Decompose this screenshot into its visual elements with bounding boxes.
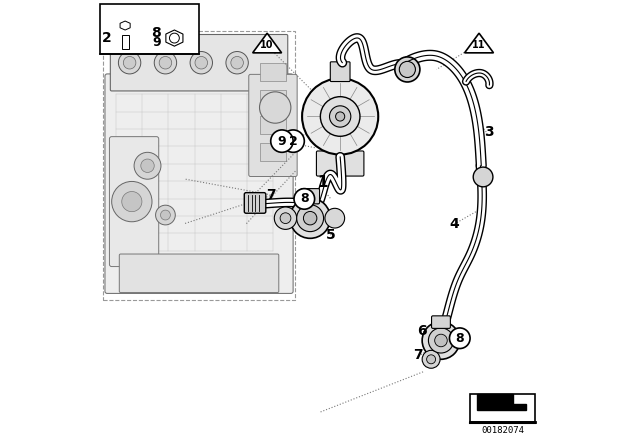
Text: 8: 8 xyxy=(300,192,308,206)
Polygon shape xyxy=(253,33,282,53)
Circle shape xyxy=(161,210,170,220)
Text: 4: 4 xyxy=(449,217,460,231)
Text: 9: 9 xyxy=(278,134,286,148)
Circle shape xyxy=(195,56,207,69)
Bar xyxy=(122,35,129,49)
Circle shape xyxy=(134,152,161,179)
Bar xyxy=(260,143,287,161)
Circle shape xyxy=(302,78,378,155)
Circle shape xyxy=(154,52,177,74)
Bar xyxy=(470,394,535,422)
Circle shape xyxy=(118,52,141,74)
Text: 5: 5 xyxy=(326,228,336,242)
Polygon shape xyxy=(166,30,183,46)
FancyBboxPatch shape xyxy=(431,316,451,328)
Text: 11: 11 xyxy=(472,40,486,50)
Circle shape xyxy=(159,56,172,69)
Polygon shape xyxy=(465,33,493,53)
Circle shape xyxy=(231,56,243,69)
Text: 10: 10 xyxy=(260,40,274,50)
Circle shape xyxy=(280,213,291,224)
Text: 9: 9 xyxy=(152,35,161,49)
Circle shape xyxy=(124,56,136,69)
Text: 2: 2 xyxy=(289,134,298,148)
Circle shape xyxy=(435,334,447,347)
Circle shape xyxy=(321,97,360,136)
Text: 8: 8 xyxy=(456,332,464,345)
FancyBboxPatch shape xyxy=(105,74,293,293)
FancyBboxPatch shape xyxy=(109,137,159,267)
Circle shape xyxy=(226,52,248,74)
Bar xyxy=(260,90,287,108)
Circle shape xyxy=(325,208,344,228)
Text: 7: 7 xyxy=(413,348,422,362)
Circle shape xyxy=(297,205,324,232)
Circle shape xyxy=(428,328,454,353)
Circle shape xyxy=(399,61,415,78)
Circle shape xyxy=(190,52,212,74)
Circle shape xyxy=(395,57,420,82)
Polygon shape xyxy=(120,21,130,30)
Text: 7: 7 xyxy=(266,188,276,202)
Circle shape xyxy=(294,189,315,209)
Circle shape xyxy=(449,328,470,349)
Text: 6: 6 xyxy=(417,323,426,338)
Circle shape xyxy=(275,207,297,229)
Text: 2: 2 xyxy=(102,31,112,45)
FancyBboxPatch shape xyxy=(301,189,319,204)
Circle shape xyxy=(422,322,460,359)
FancyBboxPatch shape xyxy=(119,254,279,293)
Text: 00182074: 00182074 xyxy=(481,426,524,435)
Circle shape xyxy=(290,198,330,238)
Circle shape xyxy=(427,355,436,364)
Text: 8: 8 xyxy=(152,26,161,40)
Polygon shape xyxy=(477,394,526,410)
Circle shape xyxy=(111,181,152,222)
FancyBboxPatch shape xyxy=(316,151,364,176)
Bar xyxy=(260,63,287,81)
Circle shape xyxy=(282,130,305,152)
Circle shape xyxy=(335,112,345,121)
Bar xyxy=(260,116,287,134)
Circle shape xyxy=(422,350,440,368)
Circle shape xyxy=(156,205,175,225)
Text: 3: 3 xyxy=(484,125,493,139)
Circle shape xyxy=(141,159,154,172)
Circle shape xyxy=(271,130,293,152)
FancyBboxPatch shape xyxy=(244,193,266,213)
Circle shape xyxy=(122,191,142,211)
FancyBboxPatch shape xyxy=(330,62,350,82)
FancyBboxPatch shape xyxy=(249,74,297,177)
Circle shape xyxy=(303,211,317,225)
FancyBboxPatch shape xyxy=(110,34,288,91)
Bar xyxy=(102,31,295,300)
Circle shape xyxy=(473,167,493,187)
Text: 1: 1 xyxy=(317,175,328,190)
Bar xyxy=(100,4,199,54)
Circle shape xyxy=(330,106,351,127)
Circle shape xyxy=(170,33,179,43)
Circle shape xyxy=(260,92,291,123)
